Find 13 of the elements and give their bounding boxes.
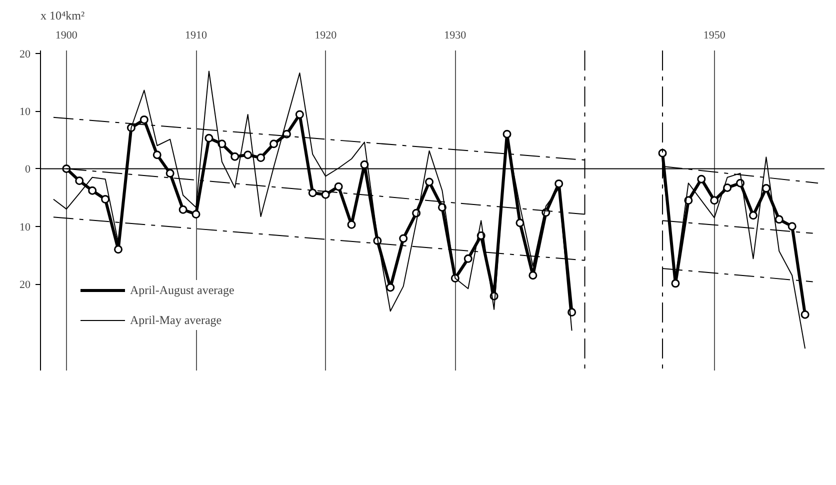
y-tick-label: 20 xyxy=(20,48,31,60)
legend-label: April-August average xyxy=(130,282,234,298)
y-tick-label: 20 xyxy=(20,279,31,292)
y-tick-label: 10 xyxy=(20,221,31,234)
y-axis-title: x 10⁴km² xyxy=(40,8,86,22)
x-tick-label: 1910 xyxy=(185,30,208,42)
x-tick-label: 1920 xyxy=(314,30,338,42)
legend-label: April-May average xyxy=(130,312,222,328)
x-tick-label: 1950 xyxy=(703,30,726,42)
x-tick-label: 1900 xyxy=(55,30,78,42)
x-tick-label: 1930 xyxy=(444,30,467,42)
y-tick-label: 10 xyxy=(20,106,31,118)
y-tick-label: 0 xyxy=(25,164,31,176)
